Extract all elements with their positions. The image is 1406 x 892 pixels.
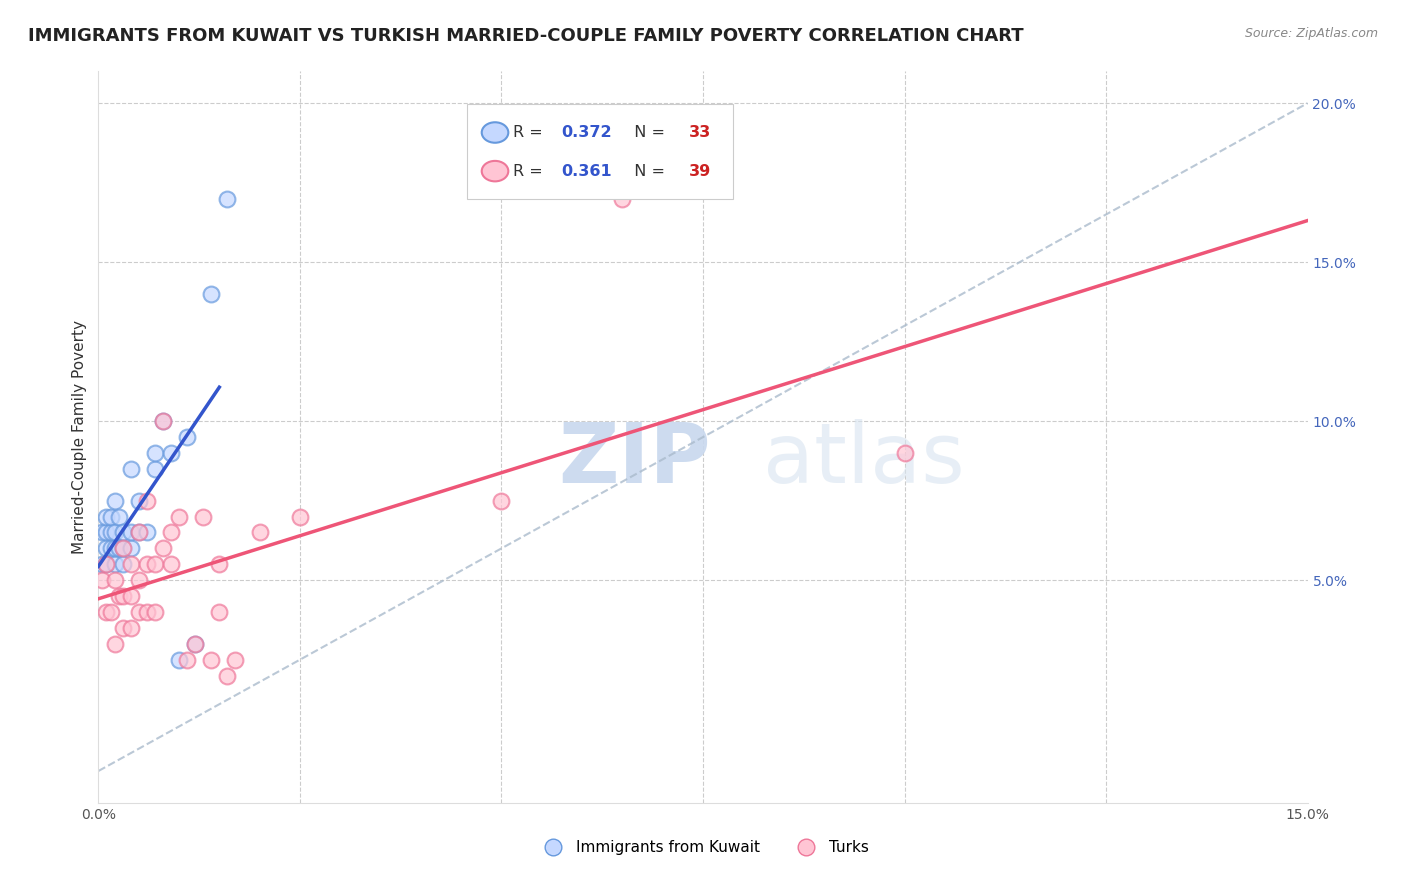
Point [217, 668, 239, 682]
Point [143, 558, 166, 572]
Point [103, 493, 125, 508]
Point [96, 558, 118, 572]
Legend: Immigrants from Kuwait, Turks: Immigrants from Kuwait, Turks [531, 834, 875, 861]
Text: N =: N = [624, 125, 671, 140]
Point [120, 589, 142, 603]
Text: IMMIGRANTS FROM KUWAIT VS TURKISH MARRIED-COUPLE FAMILY POVERTY CORRELATION CHAR: IMMIGRANTS FROM KUWAIT VS TURKISH MARRIE… [28, 27, 1024, 45]
Point [128, 525, 150, 540]
Point [100, 605, 122, 619]
Point [107, 589, 129, 603]
Point [107, 541, 129, 556]
Point [120, 621, 142, 635]
Point [103, 541, 125, 556]
Y-axis label: Married-Couple Family Poverty: Married-Couple Family Poverty [72, 320, 87, 554]
Point [111, 525, 134, 540]
Point [176, 653, 198, 667]
Point [100, 541, 122, 556]
Point [167, 653, 190, 667]
Point [128, 573, 150, 587]
Point [96, 605, 118, 619]
Text: 0.372: 0.372 [561, 125, 612, 140]
Point [160, 525, 183, 540]
Text: 33: 33 [689, 125, 711, 140]
Point [167, 509, 190, 524]
Point [107, 509, 129, 524]
Point [100, 525, 122, 540]
Ellipse shape [482, 122, 509, 143]
Point [893, 446, 915, 460]
Point [100, 509, 122, 524]
Point [103, 637, 125, 651]
Point [103, 573, 125, 587]
Point [143, 446, 166, 460]
Point [184, 637, 207, 651]
Point [176, 430, 198, 444]
Point [224, 653, 246, 667]
Point [128, 525, 150, 540]
Point [135, 558, 157, 572]
Point [135, 525, 157, 540]
Text: R =: R = [513, 163, 548, 178]
Point [128, 493, 150, 508]
FancyBboxPatch shape [467, 104, 734, 200]
Text: 39: 39 [689, 163, 711, 178]
Point [160, 446, 183, 460]
Point [128, 605, 150, 619]
Point [96, 558, 118, 572]
Point [120, 462, 142, 476]
Point [288, 509, 311, 524]
Ellipse shape [482, 161, 509, 181]
Text: Source: ZipAtlas.com: Source: ZipAtlas.com [1244, 27, 1378, 40]
Point [249, 525, 271, 540]
Point [208, 605, 231, 619]
Text: ZIP: ZIP [558, 418, 710, 500]
Point [111, 589, 134, 603]
Point [135, 493, 157, 508]
Point [120, 541, 142, 556]
Point [152, 414, 174, 428]
Point [612, 192, 634, 206]
Point [208, 558, 231, 572]
Point [91, 525, 114, 540]
Point [143, 605, 166, 619]
Point [96, 541, 118, 556]
Point [200, 653, 222, 667]
Point [111, 541, 134, 556]
Point [91, 573, 114, 587]
Point [160, 558, 183, 572]
Point [135, 605, 157, 619]
Text: atlas: atlas [763, 418, 965, 500]
Point [120, 558, 142, 572]
Point [111, 621, 134, 635]
Point [193, 509, 215, 524]
Point [120, 525, 142, 540]
Point [103, 525, 125, 540]
Point [143, 462, 166, 476]
Point [96, 525, 118, 540]
Text: 0.361: 0.361 [561, 163, 612, 178]
Point [152, 541, 174, 556]
Point [184, 637, 207, 651]
Point [91, 558, 114, 572]
Text: N =: N = [624, 163, 671, 178]
Point [96, 509, 118, 524]
Point [103, 558, 125, 572]
Point [111, 541, 134, 556]
Point [111, 558, 134, 572]
Point [200, 287, 222, 301]
Text: R =: R = [513, 125, 548, 140]
Point [152, 414, 174, 428]
Point [217, 192, 239, 206]
Point [491, 493, 513, 508]
